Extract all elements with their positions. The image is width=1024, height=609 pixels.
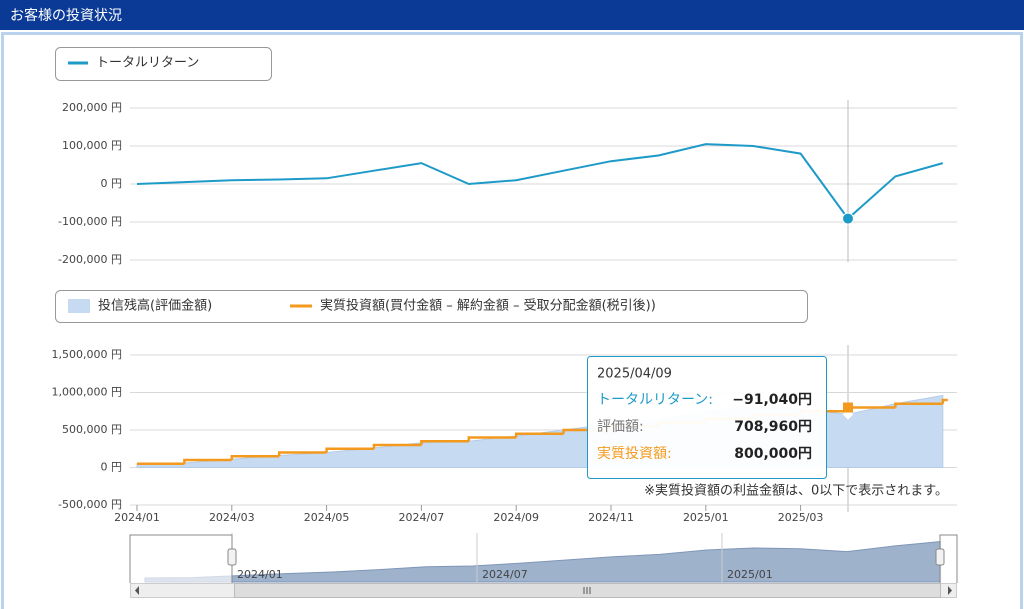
step bbox=[277, 451, 327, 457]
legend-bottom bbox=[55, 290, 808, 323]
scroll-right[interactable] bbox=[948, 586, 952, 595]
tooltip-label: 実質投資額: bbox=[597, 446, 672, 462]
y-tick-label: 100,000 円 bbox=[62, 139, 122, 152]
scroll-left[interactable] bbox=[135, 586, 139, 595]
legend-label: 投信残高(評価金額) bbox=[98, 298, 212, 314]
navigator-mask bbox=[940, 533, 957, 583]
x-tick-label: 2024/03 bbox=[209, 511, 255, 524]
y-tick-label: 1,500,000 円 bbox=[52, 348, 122, 361]
x-tick-label: 2024/07 bbox=[399, 511, 445, 524]
header-bar bbox=[0, 0, 1024, 30]
y-tick-label: 0 円 bbox=[101, 177, 123, 190]
legend-top bbox=[55, 47, 272, 81]
navigator-mask bbox=[130, 533, 232, 583]
tooltip-value: 800,000円 bbox=[734, 446, 812, 462]
step bbox=[420, 440, 469, 445]
hover-marker bbox=[843, 402, 853, 413]
step bbox=[325, 447, 374, 453]
x-tick-label: 2025/01 bbox=[683, 511, 729, 524]
x-tick-label: 2024/01 bbox=[114, 511, 160, 524]
step bbox=[230, 455, 280, 460]
legend-swatch bbox=[68, 299, 90, 313]
tooltip-value: 708,960円 bbox=[734, 419, 812, 435]
navigator-label: 2024/07 bbox=[482, 568, 528, 581]
legend-label: 実質投資額(買付金額 – 解約金額 – 受取分配金額(税引後)) bbox=[320, 298, 656, 314]
x-tick-label: 2024/11 bbox=[588, 511, 634, 524]
y-tick-label: 500,000 円 bbox=[62, 423, 122, 436]
tooltip-label: 評価額: bbox=[597, 419, 644, 435]
legend-label: トータルリターン bbox=[96, 56, 199, 71]
tooltip bbox=[587, 356, 827, 479]
y-tick-label: -500,000 円 bbox=[58, 498, 122, 511]
y-tick-label: -200,000 円 bbox=[58, 253, 122, 266]
x-tick-label: 2025/03 bbox=[778, 511, 824, 524]
step bbox=[372, 443, 422, 449]
navigator-handle[interactable] bbox=[227, 548, 237, 566]
navigator-handle[interactable] bbox=[935, 548, 945, 566]
x-tick-label: 2024/09 bbox=[493, 511, 539, 524]
y-tick-label: -100,000 円 bbox=[58, 215, 122, 228]
y-tick-label: 200,000 円 bbox=[62, 101, 122, 114]
step bbox=[514, 432, 564, 438]
step bbox=[894, 402, 943, 408]
line bbox=[136, 143, 944, 221]
y-tick-label: 0 円 bbox=[101, 461, 123, 474]
x-tick-label: 2024/05 bbox=[304, 511, 350, 524]
note: ※実質投資額の利益金額は、0以下で表示されます。 bbox=[644, 483, 948, 499]
step bbox=[183, 458, 232, 464]
step bbox=[467, 436, 517, 442]
y-tick-label: 1,000,000 円 bbox=[52, 386, 122, 399]
navigator-label: 2025/01 bbox=[727, 568, 773, 581]
tooltip-value: −91,040円 bbox=[732, 392, 812, 408]
step bbox=[941, 398, 948, 404]
tooltip-title: 2025/04/09 bbox=[597, 367, 672, 382]
tooltip-label: トータルリターン: bbox=[597, 392, 713, 408]
navigator-area bbox=[144, 541, 942, 583]
hover-marker bbox=[842, 212, 854, 225]
header-title: お客様の投資状況 bbox=[10, 7, 122, 24]
navigator-label: 2024/01 bbox=[237, 568, 283, 581]
